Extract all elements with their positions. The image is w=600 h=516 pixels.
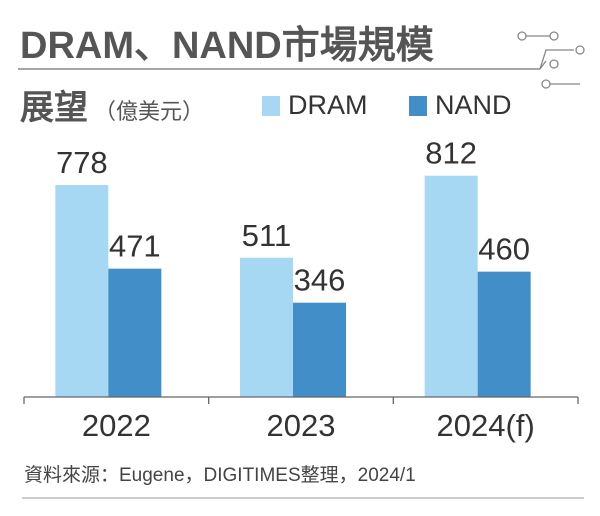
subtitle-text: 展望 [20, 89, 88, 127]
legend-label-dram: DRAM [288, 90, 368, 120]
legend-label-nand: NAND [435, 90, 512, 120]
data-label: 346 [294, 263, 346, 298]
legend-item-dram: DRAM [262, 90, 368, 121]
x-tick-label: 2024(f) [437, 408, 535, 443]
bar-dram-2023 [240, 257, 293, 397]
legend-swatch-dram [262, 95, 280, 116]
x-tick-label: 2023 [267, 408, 336, 443]
bar-dram-2024(f) [424, 175, 478, 397]
data-label: 471 [109, 229, 161, 264]
source-note: 資料來源：Eugene，DIGITIMES整理，2024/1 [24, 465, 416, 486]
bar-nand-2024(f) [477, 271, 531, 397]
chart-title: DRAM、NAND市場規模 [20, 25, 434, 67]
legend-swatch-nand [409, 95, 427, 116]
unit-label: （億美元） [94, 99, 205, 124]
bar-nand-2022 [108, 268, 162, 397]
data-label: 511 [242, 218, 291, 253]
bar-dram-2022 [55, 185, 109, 397]
chart-subtitle: 展望 （億美元） [20, 80, 204, 129]
bar-nand-2023 [293, 302, 346, 397]
data-label: 460 [478, 232, 530, 267]
data-label: 812 [425, 136, 477, 171]
legend-item-nand: NAND [409, 90, 512, 121]
x-tick-label: 2022 [82, 408, 151, 443]
circuit-decoration-icon [517, 31, 585, 89]
data-label: 778 [56, 145, 108, 180]
